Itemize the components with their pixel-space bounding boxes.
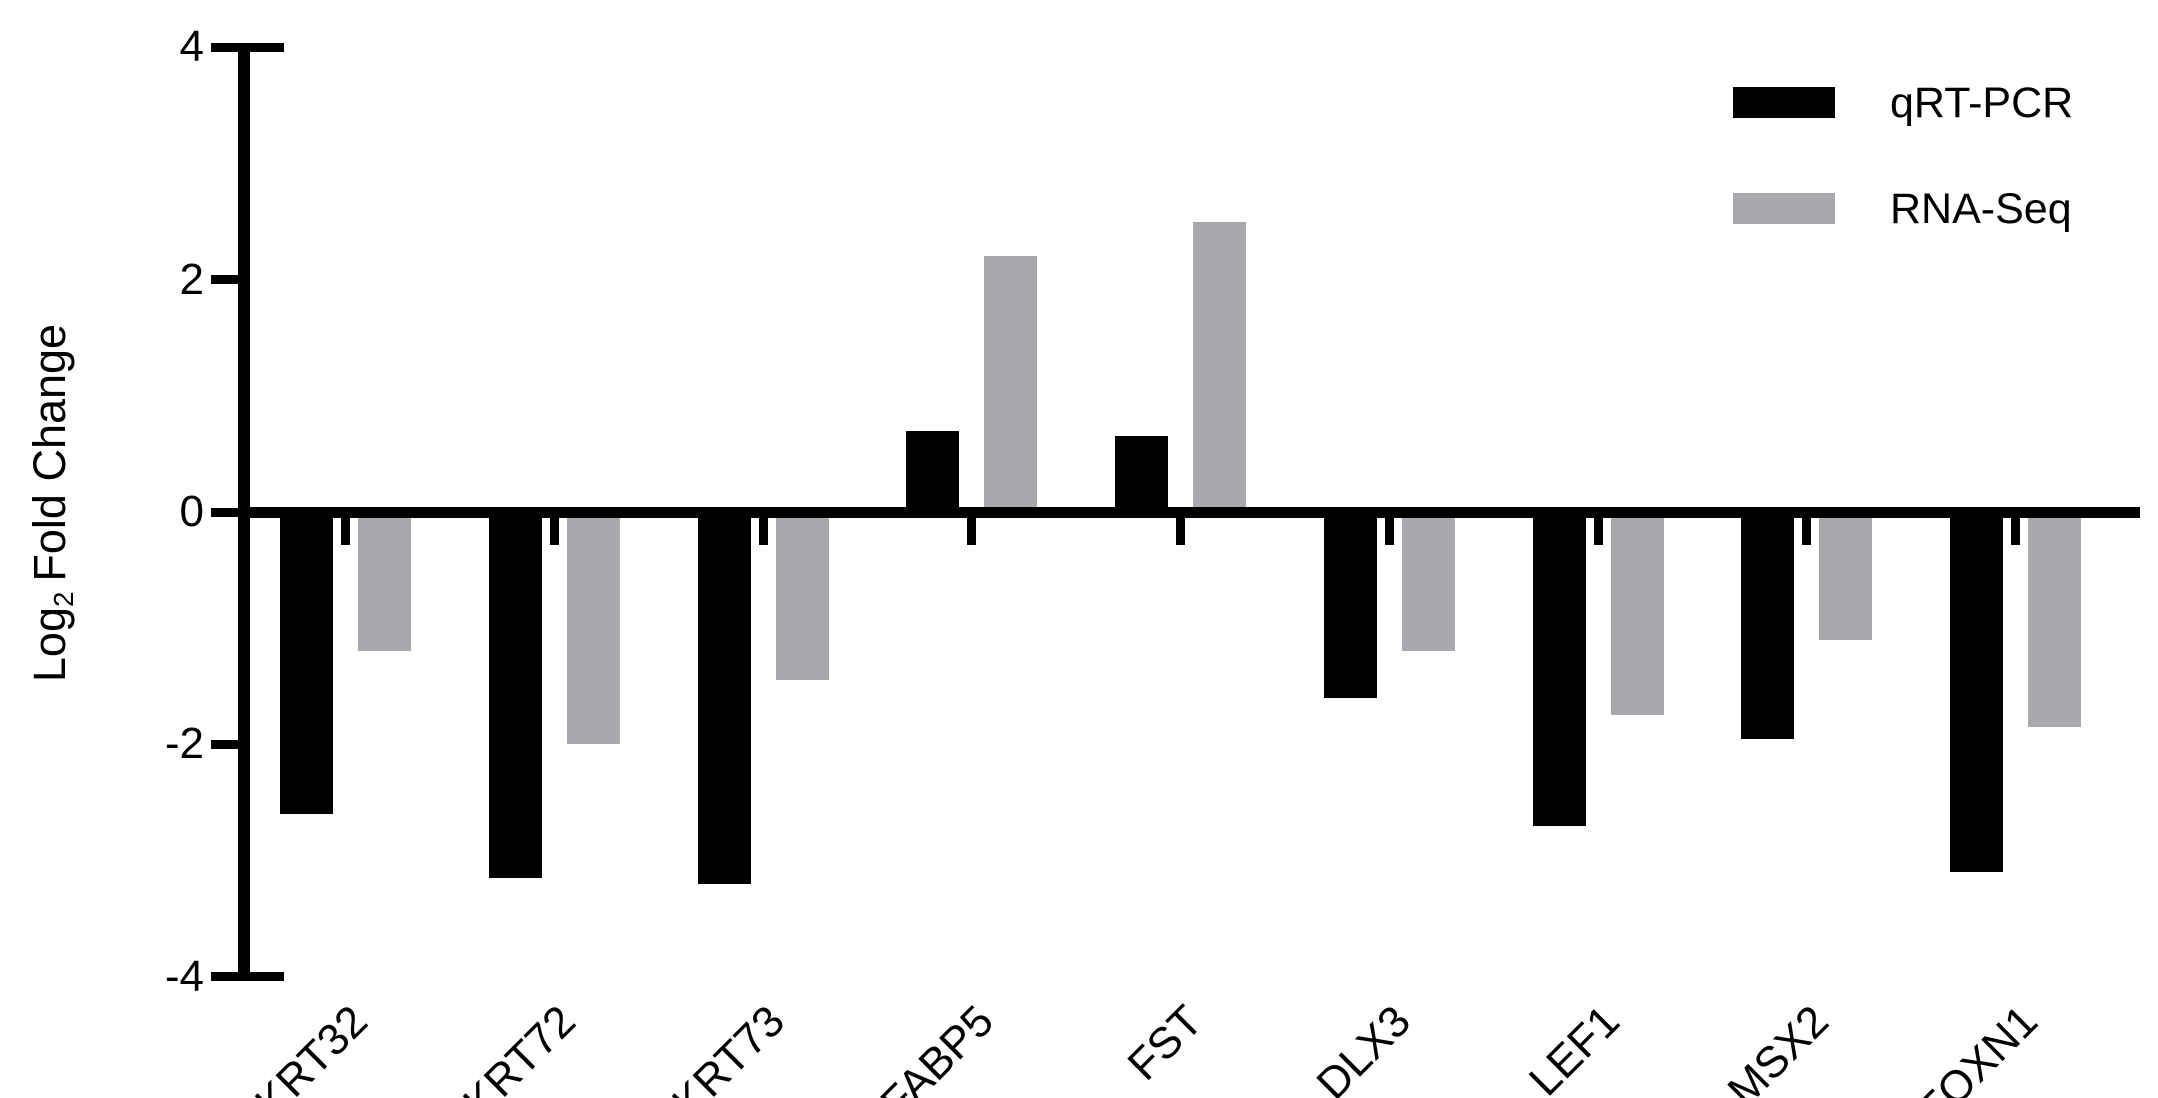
legend-label-qrt-pcr: qRT-PCR	[1890, 79, 2074, 127]
x-axis-tick-fst	[1176, 518, 1185, 545]
bar-qrt-pcr-fst	[1115, 436, 1168, 512]
x-axis-label-fabp5: FABP5	[871, 996, 1003, 1098]
y-axis-tick-label-2: 2	[179, 254, 204, 304]
y-axis-tick-label--4: -4	[164, 951, 204, 1001]
y-axis-tick-4	[211, 42, 238, 52]
y-axis-tick-label-0: 0	[179, 487, 204, 536]
bar-rna-seq-fst	[1193, 221, 1246, 512]
y-axis-end-cap	[250, 42, 284, 52]
y-axis-title-prefix: Log	[24, 607, 75, 683]
x-axis-label-krt73: KRT73	[663, 996, 794, 1098]
x-axis-label-foxn1: FOXN1	[1908, 996, 2047, 1098]
bar-rna-seq-dlx3	[1401, 512, 1455, 652]
bar-rna-seq-fabp5	[984, 256, 1038, 512]
y-axis-tick-label--2: -2	[164, 719, 204, 769]
x-axis-tick-foxn1	[2011, 518, 2020, 545]
x-axis-line	[238, 507, 2140, 518]
y-axis-tick--4	[211, 972, 238, 982]
x-axis-tick-krt72	[549, 518, 559, 545]
bar-rna-seq-msx2	[1819, 512, 1873, 640]
y-axis-tick--2	[211, 739, 238, 749]
bar-qrt-pcr-lef1	[1532, 512, 1586, 826]
x-axis-tick-krt32	[341, 518, 350, 545]
x-axis-tick-krt73	[758, 518, 768, 545]
x-axis-tick-dlx3	[1384, 518, 1394, 545]
bar-qrt-pcr-fabp5	[906, 430, 960, 512]
legend-swatch-rna-seq	[1733, 193, 1835, 224]
legend-swatch-qrt-pcr	[1733, 87, 1835, 118]
bar-qrt-pcr-krt72	[488, 512, 542, 879]
y-axis-tick-label-4: 4	[179, 22, 204, 72]
y-axis-tick-2	[211, 275, 238, 285]
x-axis-label-fst: FST	[1118, 996, 1212, 1090]
y-axis-tick-0	[211, 507, 238, 517]
bar-rna-seq-lef1	[1610, 512, 1664, 716]
bar-rna-seq-krt32	[358, 512, 411, 652]
x-axis-label-krt32: KRT32	[245, 996, 377, 1098]
x-axis-tick-lef1	[1593, 518, 1603, 545]
y-axis-end-cap	[250, 972, 284, 982]
bar-qrt-pcr-msx2	[1741, 512, 1795, 739]
x-axis-label-lef1: LEF1	[1519, 996, 1629, 1098]
y-axis-title: Log2 Fold Change	[24, 303, 79, 703]
bar-rna-seq-krt73	[775, 512, 829, 681]
x-axis-label-dlx3: DLX3	[1307, 996, 1421, 1098]
bar-qrt-pcr-dlx3	[1323, 512, 1377, 698]
x-axis-label-krt72: KRT72	[454, 996, 586, 1098]
y-axis-title-subscript: 2	[47, 591, 79, 607]
bar-rna-seq-krt72	[566, 512, 620, 745]
bar-qrt-pcr-krt32	[280, 512, 333, 815]
x-axis-label-msx2: MSX2	[1718, 996, 1838, 1098]
bar-qrt-pcr-foxn1	[1950, 512, 2003, 873]
y-axis-title-suffix: Fold Change	[24, 323, 75, 582]
x-axis-tick-msx2	[1802, 518, 1812, 545]
bar-rna-seq-foxn1	[2028, 512, 2081, 727]
bar-qrt-pcr-krt73	[697, 512, 751, 884]
legend-label-rna-seq: RNA-Seq	[1890, 185, 2072, 233]
x-axis-tick-fabp5	[967, 518, 977, 545]
